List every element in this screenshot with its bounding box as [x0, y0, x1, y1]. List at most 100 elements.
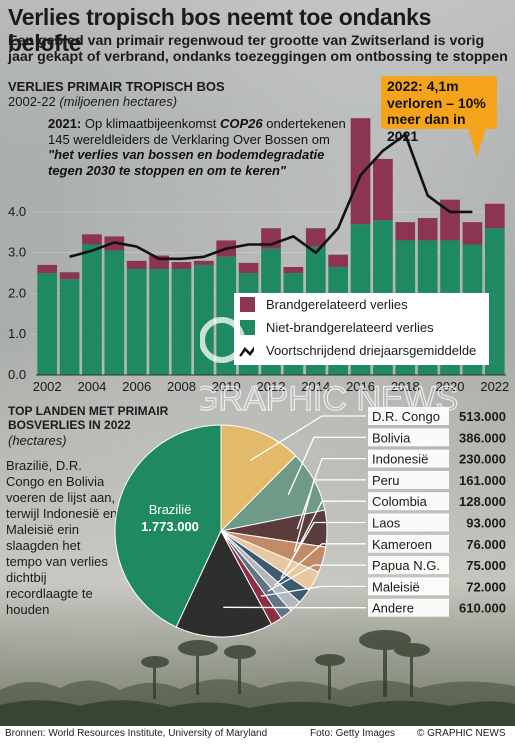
leader-line-kameroen	[274, 543, 366, 586]
callout-text: 2022: 4,1m verloren – 10% meer dan in 20…	[387, 78, 486, 144]
bar-fire-2014	[305, 228, 326, 247]
bar-fire-2022	[484, 203, 505, 229]
pie-slice-brazil	[114, 424, 222, 628]
bar-fire-2019	[417, 218, 438, 241]
watermark-logo-icon	[200, 317, 245, 363]
bar-fire-2003	[59, 272, 80, 280]
annotation-year: 2021:	[48, 116, 82, 131]
callout-pointer	[468, 128, 486, 158]
pie-value-peru: 161.000	[459, 473, 506, 488]
chart1-subtitle: 2002-22 (miljoenen hectares)	[8, 94, 177, 109]
leader-line-bolivia	[287, 436, 366, 496]
pie-label-bolivia: Bolivia	[372, 430, 411, 445]
chart1-years: 2002-22	[8, 94, 56, 109]
pie-label-kameroen: Kameroen	[372, 537, 432, 552]
chart2-title-line2: BOSVERLIES IN 2022	[8, 418, 131, 432]
bar-fire-2009	[194, 260, 214, 265]
headline: Verlies tropisch bos neemt toe ondanks b…	[8, 4, 432, 56]
x-tick-label: 2008	[167, 379, 196, 394]
annotation-quote: "het verlies van bossen en bodemdegradat…	[48, 147, 325, 178]
pie-value-colombia: 128.000	[459, 494, 506, 509]
pie-label-colombia: Colombia	[372, 494, 428, 509]
leader-line-laos	[280, 521, 366, 579]
label-bg-bolivia	[368, 428, 449, 447]
legend-swatch-fire	[240, 297, 255, 312]
callout-box	[381, 76, 497, 129]
cop26-annotation: 2021: Op klimaatbijeenkomst COP26 ondert…	[48, 116, 348, 178]
label-bg-indonesia	[368, 449, 449, 468]
x-tick-label: 2018	[391, 379, 420, 394]
bar-fire-2017	[373, 158, 393, 221]
y-tick-label: 0.0	[8, 367, 26, 382]
legend-swatch-nonfire	[240, 320, 255, 335]
pie-label-drcongo: D.R. Congo	[372, 409, 440, 424]
pie-value-maleisie: 72.000	[466, 579, 506, 594]
pie-value-laos: 93.000	[466, 516, 506, 531]
legend-label-avg: Voortschrijdend driejaarsgemiddelde	[266, 343, 477, 358]
chart2-unit: (hectares)	[8, 433, 67, 448]
pie-value-andere: 610.000	[459, 601, 506, 616]
bar-fire-2008	[171, 262, 192, 269]
annotation-cop: COP26	[219, 116, 263, 131]
bar-nonfire-2007	[149, 269, 169, 375]
bar-fire-2016	[350, 118, 371, 225]
leader-line-maleisie	[260, 585, 366, 597]
label-bg-laos	[368, 513, 449, 532]
legend-swatch-avg	[239, 346, 254, 357]
watermark-text: GRAPHIC NEWS	[200, 380, 458, 418]
footer: Bronnen: World Resources Institute, Univ…	[0, 726, 515, 744]
bar-nonfire-2004	[82, 244, 102, 375]
pie-label-maleisie: Maleisië	[372, 579, 420, 594]
leader-line-indonesia	[296, 457, 366, 530]
bar-nonfire-2005	[104, 250, 125, 375]
pie-label-brazil: Brazilië	[149, 502, 192, 517]
pie-label-andere: Andere	[372, 601, 414, 616]
x-tick-label: 2006	[122, 379, 151, 394]
label-bg-drcongo	[368, 407, 449, 425]
pie-value-kameroen: 76.000	[466, 537, 506, 552]
leader-line-colombia	[287, 500, 366, 568]
footer-photo: Foto: Getty Images	[310, 728, 396, 739]
annotation-text2: ondertekenen 145 wereldleiders de Verkla…	[48, 116, 346, 147]
label-bg-maleisie	[368, 577, 449, 596]
bar-nonfire-2006	[126, 269, 147, 375]
bar-fire-2018	[395, 222, 416, 241]
label-bg-colombia	[368, 492, 449, 511]
x-tick-label: 2014	[301, 379, 330, 394]
pie-label-laos: Laos	[372, 516, 401, 531]
pie-label-indonesia: Indonesië	[372, 452, 428, 467]
x-tick-label: 2022	[480, 379, 509, 394]
x-tick-label: 2020	[436, 379, 465, 394]
chart2-body-text: Brazilië, D.R. Congo en Bolivia voeren d…	[6, 458, 118, 617]
footer-credit: © GRAPHIC NEWS	[417, 728, 506, 739]
bar-nonfire-2009	[194, 264, 214, 375]
leader-line-drcongo	[249, 415, 366, 462]
pie-label-papua: Papua N.G.	[372, 558, 440, 573]
chart1-title: VERLIES PRIMAIR TROPISCH BOS	[8, 79, 225, 94]
bar-nonfire-2003	[59, 279, 80, 375]
y-tick-label: 3.0	[8, 245, 26, 260]
bar-nonfire-2002	[37, 273, 58, 375]
pie-value-papua: 75.000	[466, 558, 506, 573]
bar-nonfire-2022	[484, 228, 505, 375]
bar-nonfire-2008	[171, 269, 192, 375]
bar-fire-2006	[126, 260, 147, 269]
pie-value-bolivia: 386.000	[459, 430, 506, 445]
subtitle: Een gebied van primair regenwoud ter gro…	[8, 33, 508, 65]
pie-label-peru: Peru	[372, 473, 399, 488]
pie-slice-andere	[175, 529, 273, 638]
bar-fire-2021	[462, 222, 483, 245]
y-tick-label: 4.0	[8, 204, 26, 219]
bar-fire-2015	[328, 254, 348, 267]
x-tick-label: 2004	[77, 379, 106, 394]
x-tick-label: 2010	[212, 379, 241, 394]
bar-fire-2004	[82, 234, 102, 245]
chart2-title-line1: TOP LANDEN MET PRIMAIR	[8, 404, 169, 418]
legend-label-nonfire: Niet-brandgerelateerd verlies	[266, 320, 434, 335]
leader-line-papua	[267, 564, 366, 592]
pie-value-brazil: 1.773.000	[141, 519, 199, 534]
leader-line-peru	[293, 479, 366, 552]
footer-sources: Bronnen: World Resources Institute, Univ…	[5, 728, 268, 739]
